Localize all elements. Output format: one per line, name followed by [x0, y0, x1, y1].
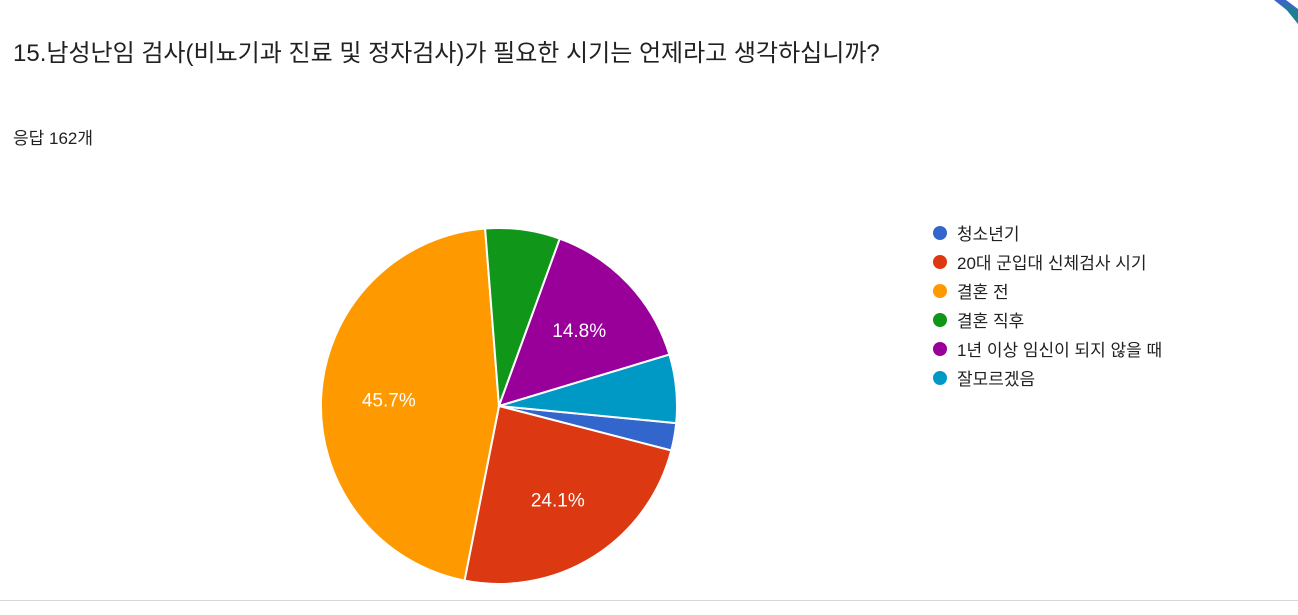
pie-slice-percentage-label: 24.1% [531, 490, 585, 511]
pie-slice-3 [319, 227, 501, 582]
corner-artifact-icon [1274, 0, 1298, 24]
legend-color-dot [933, 254, 947, 269]
pie-slice-2 [463, 404, 673, 585]
legend-label: 1년 이상 임신이 되지 않을 때 [957, 341, 1163, 360]
legend-label: 결혼 직후 [957, 312, 1025, 331]
pie-slice-6 [498, 353, 678, 425]
pie-slice-percentage-label: 14.8% [552, 321, 606, 342]
question-title: 15.남성난임 검사(비뇨기과 진료 및 정자검사)가 필요한 시기는 언제라고… [13, 40, 880, 67]
legend-color-dot [933, 312, 947, 327]
legend-item-2: 20대 군입대 신체검사 시기 [933, 247, 1162, 276]
card-bottom-border [0, 600, 1298, 601]
response-count: 응답 162개 [13, 129, 94, 148]
legend-label: 잘모르겠음 [957, 370, 1036, 389]
pie-slice-percentage-label: 45.7% [362, 391, 416, 412]
legend-item-5: 1년 이상 임신이 되지 않을 때 [933, 334, 1162, 363]
pie-slice-5 [497, 237, 671, 408]
legend-color-dot [933, 341, 947, 356]
legend-label: 청소년기 [957, 225, 1020, 244]
legend-color-dot [933, 370, 947, 385]
pie-chart-svg: 24.1% 45.7% 14.8% [319, 226, 678, 585]
legend-item-3: 결혼 전 [933, 276, 1162, 305]
legend-label: 20대 군입대 신체검사 시기 [957, 254, 1147, 273]
legend-label: 결혼 전 [957, 283, 1009, 302]
legend-item-6: 잘모르겠음 [933, 363, 1162, 392]
legend-color-dot [933, 283, 947, 298]
legend-item-1: 청소년기 [933, 218, 1162, 247]
legend-color-dot [933, 225, 947, 240]
pie-chart: 24.1% 45.7% 14.8% [309, 216, 689, 596]
legend-item-4: 결혼 직후 [933, 305, 1162, 334]
